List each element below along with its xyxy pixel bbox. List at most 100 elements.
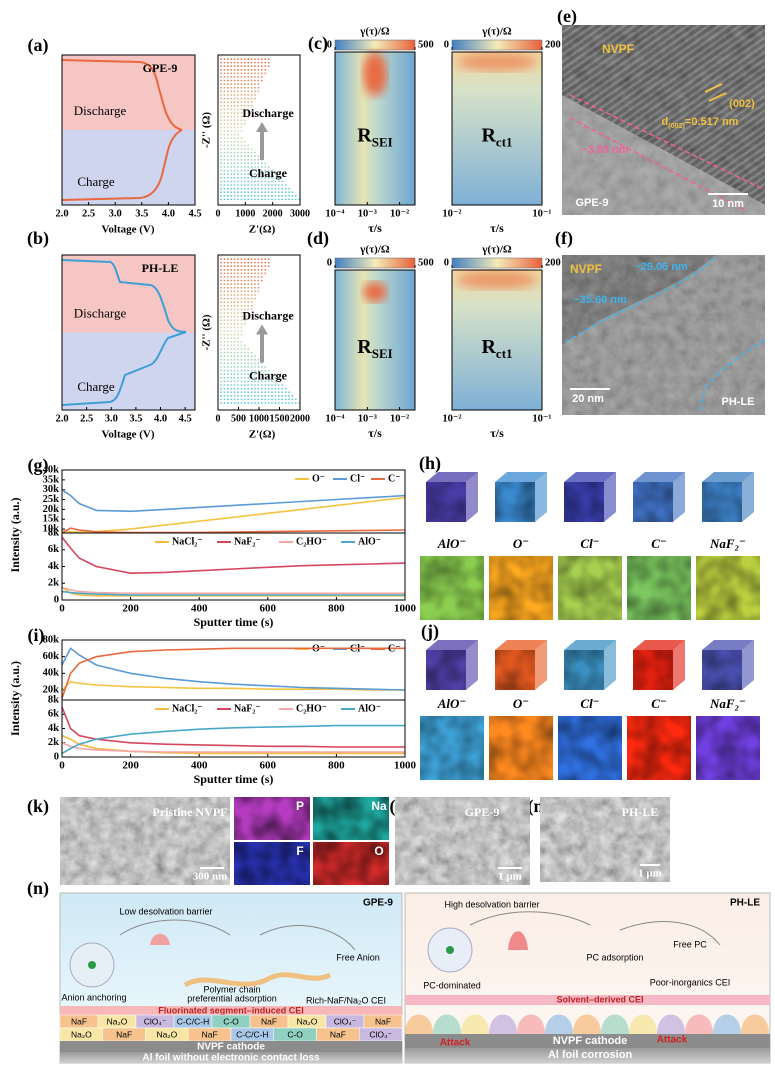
nyquist-dot [230,279,233,282]
nyquist-dot [223,387,226,390]
nyquist-dot [237,304,239,307]
nyquist-dot [220,398,222,401]
resistance-label-sub: ct1 [496,346,513,361]
nyquist-dot [257,279,260,282]
nyquist-dot [264,191,267,194]
nyquist-dot [226,158,229,161]
nyquist-dot [240,126,243,129]
nyquist-dot [284,184,287,186]
nyquist-dot [264,68,267,71]
plane-label: (002) [729,98,755,110]
nyquist-dot [237,104,239,107]
nyquist-dot [230,65,233,68]
nyquist-dot [233,155,236,158]
nyquist-dot [233,319,236,322]
x-axis-title: τ/s [368,426,382,440]
nyquist-dot [230,366,233,368]
nyquist-dot [226,402,229,404]
nyquist-dot [230,119,233,122]
nyquist-dot [223,151,226,154]
nyquist-dot [250,286,253,289]
nyquist-dot [237,258,239,260]
nyquist-dot [240,304,243,307]
nyquist-dot [237,391,239,394]
nyquist-dot [240,173,243,176]
species-label: NaF₂⁻ [709,536,746,551]
nyquist-dot [237,366,239,368]
nyquist-dot [254,373,256,376]
nyquist-dot [233,83,236,86]
cube-texture [426,482,466,522]
nyquist-dot [254,258,256,260]
nyquist-dot [240,398,243,401]
nyquist-dot [226,176,229,179]
nyquist-dot [260,268,263,271]
region-label: Charge [77,174,115,189]
nyquist-dot [257,86,260,89]
edx-texture [234,842,310,885]
nyquist-dot [237,166,239,168]
nyquist-dot [233,65,236,68]
nyquist-dot [240,297,243,300]
nyquist-dot [257,358,260,361]
nyquist-dot [226,301,229,304]
nyquist-dot [254,162,256,165]
cube-top [702,640,754,650]
nyquist-dot [226,344,229,347]
nyquist-dot [247,101,250,104]
nyquist-dot [291,398,294,401]
nyquist-dot [230,351,233,354]
nyquist-dot [260,198,263,201]
nyquist-dot [277,180,280,183]
nyquist-dot [240,301,243,304]
x-tick-label: 0 [216,208,221,219]
na-ion [446,946,454,954]
nyquist-dot [223,312,226,314]
nyquist-dot [233,326,236,329]
nyquist-dot [257,166,260,168]
cei-component: NaF [202,1029,218,1039]
nyquist-dot [230,272,233,275]
nyquist-dot [240,104,243,107]
nyquist-dot [226,330,229,332]
nyquist-dot [247,104,250,107]
al-foil [405,1048,770,1063]
nyquist-dot [281,402,284,404]
curve-label: PH-LE [142,261,179,275]
nyquist-dot [233,337,236,340]
nyquist-dot [230,391,233,394]
nyquist-dot [243,272,246,275]
nyquist-dot [281,391,284,394]
nyquist-dot [257,366,260,368]
nyquist-dot [230,283,233,286]
nyquist-dot [226,315,229,318]
nyquist-dot [230,101,233,104]
nyquist-dot [220,101,222,104]
nyquist-dot [260,391,263,394]
nyquist-dot [220,104,222,107]
nyquist-dot [243,373,246,376]
cube-top [564,472,616,482]
nyquist-dot [264,380,267,383]
nyquist-dot [264,265,267,268]
nyquist-dot [260,394,263,397]
nyquist-dot [277,387,280,390]
nyquist-dot [247,373,250,376]
nyquist-dot [243,351,246,354]
colorbar-title: γ(τ)/Ω [359,244,390,256]
scale-bar [200,867,224,869]
nyquist-dot [243,65,246,68]
nyquist-dot [250,369,253,372]
nyquist-dot [254,283,256,286]
nyquist-dot [226,112,229,114]
sample-label: GPE-9 [465,805,500,819]
nyquist-dot [220,261,222,264]
nyquist-dot [240,261,243,264]
nyquist-dot [240,376,243,379]
nyquist-dot [284,194,287,197]
colorbar-tick-label: 200 [545,257,561,268]
nyquist-dot [220,290,222,293]
nyquist-dot [284,387,287,390]
legend-label: AlO⁻ [358,536,381,547]
nyquist-dot [240,151,243,154]
